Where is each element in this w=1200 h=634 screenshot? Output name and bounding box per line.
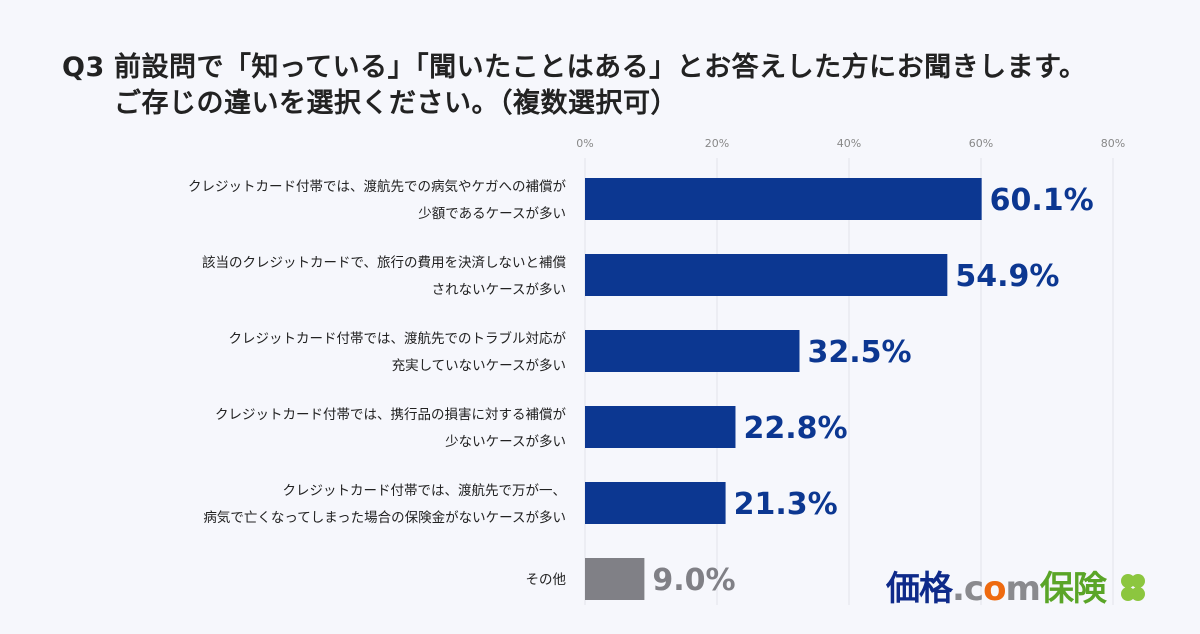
category-label: その他 (526, 572, 567, 588)
question-number: Q3 (62, 52, 105, 83)
category-label: クレジットカード付帯では、携行品の損害に対する補償が (215, 407, 566, 423)
x-tick-label: 60% (969, 137, 993, 150)
bar (585, 482, 726, 524)
category-label: 少ないケースが多い (445, 433, 566, 450)
category-label: クレジットカード付帯では、渡航先での病気やケガへの補償が (188, 179, 566, 195)
category-label: されないケースが多い (432, 281, 566, 298)
bar (585, 178, 982, 220)
logo-text: o (983, 569, 1006, 609)
x-tick-label: 20% (705, 137, 729, 150)
chart-title: Q3 前設問で「知っている」「聞いたことはある」とお答えした方にお聞きします。 ご… (62, 50, 1086, 122)
clover-icon (1120, 574, 1145, 601)
data-label: 22.8% (743, 411, 847, 446)
data-label: 32.5% (808, 335, 912, 370)
logo-text: .c (952, 569, 984, 609)
category-label: 該当のクレジットカードで、旅行の費用を決済しないと補償 (202, 255, 566, 271)
data-label: 54.9% (955, 259, 1059, 294)
logo-text: m (1005, 569, 1040, 609)
bar (585, 558, 645, 600)
category-label: クレジットカード付帯では、渡航先で万が一、 (283, 483, 567, 499)
x-tick-label: 80% (1101, 137, 1125, 150)
kakaku-com-hoken-logo: 価格.com保険 (886, 561, 1149, 610)
logo-text: 保険 (1039, 569, 1107, 609)
category-label: 病気で亡くなってしまった場合の保険金がないケースが多い (203, 509, 566, 526)
x-tick-label: 40% (837, 137, 861, 150)
x-tick-label: 0% (576, 137, 593, 150)
category-label: クレジットカード付帯では、渡航先でのトラブル対応が (229, 330, 567, 347)
bar (585, 406, 736, 448)
data-label: 21.3% (734, 487, 838, 522)
title-line-2: ご存じの違いを選択ください。（複数選択可） (114, 88, 678, 119)
data-label: 60.1% (990, 183, 1094, 218)
bar (585, 254, 948, 296)
title-line-1: 前設問で「知っている」「聞いたことはある」とお答えした方にお聞きします。 (114, 52, 1087, 83)
logo-text: 価格 (886, 569, 953, 609)
category-label: 少額であるケースが多い (418, 205, 566, 222)
bar (585, 330, 800, 372)
data-label: 9.0% (652, 563, 735, 598)
category-label: 充実していないケースが多い (392, 357, 566, 374)
